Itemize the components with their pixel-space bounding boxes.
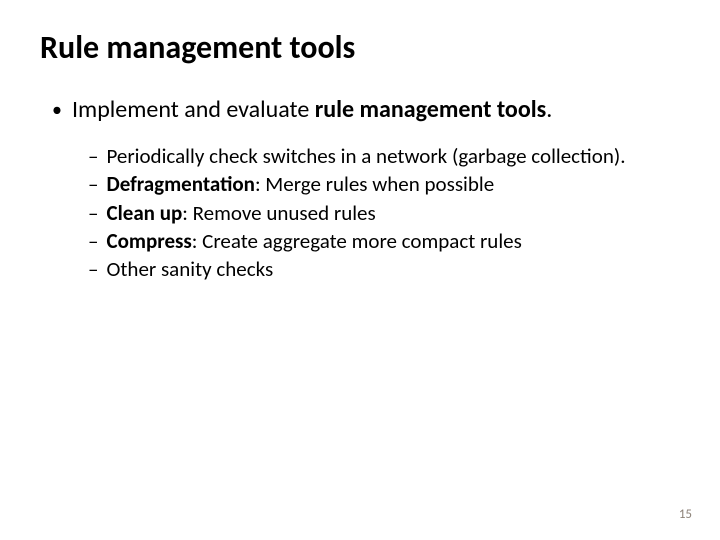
level1-bullet: • — [52, 95, 62, 123]
level2-rest: : Create aggregate more compact rules — [192, 228, 522, 254]
level2-text: Other sanity checks — [106, 256, 680, 283]
level1-text-after: . — [546, 95, 552, 124]
page-number: 15 — [679, 507, 692, 522]
level1-text-bold: rule management tools — [315, 95, 546, 124]
level2-text: Periodically check switches in a network… — [106, 143, 680, 170]
level2-item: – Compress: Create aggregate more compac… — [88, 228, 680, 255]
level2-bullet: – — [88, 256, 98, 283]
level2-bullet: – — [88, 171, 98, 198]
level2-bullet: – — [88, 228, 98, 255]
level2-text: Defragmentation: Merge rules when possib… — [106, 171, 680, 198]
level2-prefix-bold: Defragmentation — [106, 171, 254, 197]
level1-text: Implement and evaluate rule management t… — [72, 95, 680, 125]
level2-text: Compress: Create aggregate more compact … — [106, 228, 680, 255]
level2-prefix-bold: Clean up — [106, 200, 182, 226]
level2-rest: : Remove unused rules — [182, 200, 375, 226]
level2-item: – Periodically check switches in a netwo… — [88, 143, 680, 170]
level1-item: • Implement and evaluate rule management… — [52, 95, 680, 125]
level2-bullet: – — [88, 200, 98, 227]
level1-list: • Implement and evaluate rule management… — [52, 95, 680, 125]
level2-item: – Defragmentation: Merge rules when poss… — [88, 171, 680, 198]
level2-rest: : Merge rules when possible — [255, 171, 494, 197]
level2-prefix-bold: Compress — [106, 228, 191, 254]
level1-text-before: Implement and evaluate — [72, 95, 315, 124]
level2-text: Clean up: Remove unused rules — [106, 200, 680, 227]
level2-item: – Clean up: Remove unused rules — [88, 200, 680, 227]
level2-rest: Other sanity checks — [106, 256, 273, 282]
level2-bullet: – — [88, 143, 98, 170]
level2-rest: Periodically check switches in a network… — [106, 143, 625, 169]
slide-title: Rule management tools — [40, 28, 680, 67]
level2-item: – Other sanity checks — [88, 256, 680, 283]
level2-list: – Periodically check switches in a netwo… — [88, 143, 680, 283]
